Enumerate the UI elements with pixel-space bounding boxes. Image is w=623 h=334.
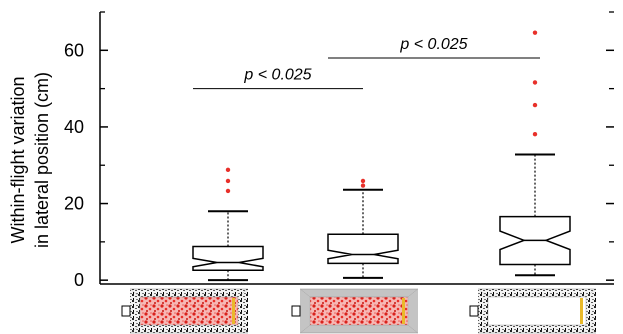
outlier-point xyxy=(225,188,231,194)
box-3 xyxy=(499,30,571,277)
y-axis-label-line-1: Within-flight variation xyxy=(8,76,28,243)
outlier-point xyxy=(360,178,366,184)
y-ticks: 0 20 40 60 xyxy=(64,11,614,290)
top-wall xyxy=(129,288,249,298)
tunnel-thumbnail-3 xyxy=(469,288,597,334)
y-axis-label-line-2: in lateral position (cm) xyxy=(32,72,52,248)
outlier-point xyxy=(532,80,538,85)
bottom-wall xyxy=(129,324,249,334)
right-wall xyxy=(408,289,418,333)
left-wall xyxy=(300,289,310,333)
notched-box xyxy=(327,233,399,265)
significance-annotations: p < 0.025 p < 0.025 xyxy=(193,36,540,90)
boxes xyxy=(192,30,571,282)
outlier-point xyxy=(532,102,538,108)
tunnel-thumbnail-1 xyxy=(121,288,249,334)
box-2 xyxy=(327,178,399,279)
y-tick-label: 20 xyxy=(64,194,84,214)
condition-thumbnails xyxy=(121,288,597,334)
top-wall xyxy=(299,288,419,298)
end-marker xyxy=(402,298,405,324)
entrance-box xyxy=(291,305,301,317)
y-tick-label: 60 xyxy=(64,40,84,60)
outlier-point xyxy=(225,178,231,184)
significance-label: p < 0.025 xyxy=(243,67,311,84)
end-marker xyxy=(580,298,583,324)
bottom-wall xyxy=(299,324,419,334)
outlier-point xyxy=(532,132,538,137)
box-1 xyxy=(192,167,264,282)
tunnel-floor xyxy=(309,296,409,326)
y-tick-label: 0 xyxy=(74,270,84,290)
tunnel-thumbnail-2 xyxy=(291,288,419,334)
significance-label: p < 0.025 xyxy=(399,36,467,53)
end-marker xyxy=(232,298,235,324)
bottom-wall xyxy=(477,324,597,334)
notched-box xyxy=(192,245,264,271)
y-tick-label: 40 xyxy=(64,117,84,137)
entrance-box xyxy=(469,305,479,317)
axes xyxy=(99,12,614,285)
right-wall xyxy=(238,289,248,333)
left-wall xyxy=(130,289,140,333)
tunnel-floor xyxy=(139,296,239,326)
entrance-box xyxy=(121,305,131,317)
top-wall xyxy=(477,288,597,298)
outlier-point xyxy=(225,167,231,173)
outlier-point xyxy=(532,30,538,35)
right-wall xyxy=(586,289,596,333)
outlier-point xyxy=(360,183,366,188)
tunnel-floor xyxy=(487,296,587,326)
left-wall xyxy=(478,289,488,333)
